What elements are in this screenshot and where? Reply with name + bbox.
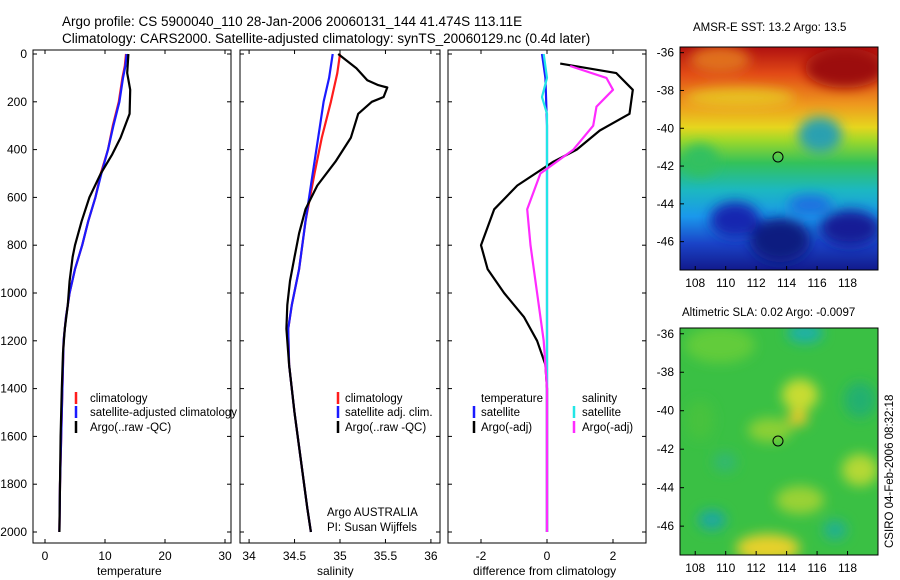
salinity-panel-frame: [239, 49, 441, 544]
salinity-xlabel: salinity: [317, 564, 354, 578]
depth-tick-label: 600: [7, 190, 27, 204]
series-line-argo-raw-qc-: [285, 53, 389, 533]
map-y-tick-label: -40: [657, 121, 675, 135]
depth-tick-label: 1200: [0, 334, 27, 348]
map-y-tick-label: -38: [657, 365, 675, 379]
map-y-tick-label: -44: [657, 481, 675, 495]
depth-axis: 0 200 400 600 800 1000 1200 1400 1600 1800 2000: [0, 47, 27, 539]
x-tick-label: 10: [98, 549, 112, 563]
series-line-argo-raw-qc-: [58, 53, 132, 533]
depth-tick-label: 200: [7, 95, 27, 109]
map-y-tick-label: -38: [657, 83, 675, 97]
legend-climatology: climatology: [345, 393, 403, 405]
credit-line2: PI: Susan Wijffels: [327, 522, 417, 534]
depth-tick-label: 800: [7, 238, 27, 252]
map-y-tick-label: -36: [657, 327, 675, 341]
map-y-tick-label: -42: [657, 442, 675, 456]
salinity-legend: climatology satellite adj. clim. Argo(..…: [327, 392, 433, 534]
side-timestamp-label: CSIRO 04-Feb-2006 08:32:18: [884, 395, 896, 548]
sst-map-frame: [679, 46, 879, 271]
figure-title-line2: Climatology: CARS2000. Satellite-adjuste…: [62, 31, 590, 46]
depth-tick-label: 1600: [0, 429, 27, 443]
legend-sal-argo: Argo(-adj): [582, 422, 633, 434]
depth-tick-label: 0: [20, 47, 27, 61]
legend-temp-satellite: satellite: [481, 407, 520, 419]
map-y-tick-label: -36: [657, 46, 675, 60]
legend-salinity-header: salinity: [582, 393, 617, 405]
x-tick-label: 34.5: [283, 549, 307, 563]
x-tick-label: 0: [544, 549, 551, 563]
sst-heatmap: [680, 47, 878, 270]
series-line-temperature-argo-adj-: [479, 62, 634, 532]
temperature-series: [58, 53, 132, 533]
legend-satellite-adjusted: satellite-adjusted climatology: [90, 407, 237, 419]
sla-map-frame: [679, 327, 879, 556]
x-tick-label: 0: [42, 549, 49, 563]
map-x-tick-label: 118: [838, 561, 857, 575]
map-y-tick-label: -40: [657, 404, 675, 418]
x-tick-label: 36: [424, 549, 438, 563]
series-line-salinity-argo-adj-: [526, 64, 615, 532]
series-line-satellite-adj-clim-: [287, 53, 334, 533]
temperature-legend: climatology satellite-adjusted climatolo…: [74, 392, 237, 434]
x-tick-label: 35.5: [374, 549, 398, 563]
legend-climatology: climatology: [90, 393, 148, 405]
legend-satellite-adj: satellite adj. clim.: [345, 407, 433, 419]
x-tick-label: 2: [610, 549, 617, 563]
sla-argo-marker: [772, 435, 784, 447]
temperature-xlabel: temperature: [97, 564, 162, 578]
depth-tick-label: 1400: [0, 382, 27, 396]
map-x-tick-label: 116: [808, 276, 827, 290]
map-y-tick-label: -42: [657, 159, 675, 173]
sla-heatmap: [680, 328, 878, 555]
difference-series: [479, 53, 634, 532]
legend-sal-satellite: satellite: [582, 407, 621, 419]
map-x-tick-label: 110: [716, 276, 735, 290]
temperature-x-axis: 0 10 20 30: [42, 50, 232, 563]
sst-argo-marker: [772, 151, 784, 163]
map-x-tick-label: 110: [716, 561, 735, 575]
map-y-tick-label: -44: [657, 197, 675, 211]
map-x-tick-label: 112: [747, 561, 766, 575]
depth-tick-label: 400: [7, 143, 27, 157]
map-x-tick-label: 112: [747, 276, 766, 290]
legend-temp-argo: Argo(-adj): [481, 422, 532, 434]
sla-map-axes: 108 110 112 114 116 118 -36 -38 -40 -42 -44 -46: [657, 327, 858, 575]
difference-x-axis: -2 0 2: [476, 50, 617, 563]
x-tick-label: 34: [242, 549, 256, 563]
x-tick-label: -2: [476, 549, 487, 563]
sst-map-axes: 108 110 112 114 116 118 -36 -38 -40 -42 -44 -46: [657, 46, 858, 290]
legend-temperature-header: temperature: [481, 393, 543, 405]
x-tick-label: 30: [218, 549, 232, 563]
credit-line1: Argo AUSTRALIA: [327, 507, 418, 519]
map-y-tick-label: -46: [657, 519, 675, 533]
sla-map-title: Altimetric SLA: 0.02 Argo: -0.0097: [682, 307, 855, 319]
sst-map-title: AMSR-E SST: 13.2 Argo: 13.5: [693, 22, 846, 34]
map-x-tick-label: 118: [838, 276, 857, 290]
figure-title-line1: Argo profile: CS 5900040_110 28-Jan-2006…: [62, 14, 522, 29]
depth-tick-label: 1000: [0, 286, 27, 300]
legend-argo-raw: Argo(..raw -QC): [90, 422, 171, 434]
salinity-series: [285, 53, 389, 533]
map-x-tick-label: 114: [777, 561, 796, 575]
map-x-tick-label: 108: [685, 561, 705, 575]
temperature-panel-frame: [32, 49, 232, 544]
x-tick-label: 20: [158, 549, 172, 563]
difference-xlabel: difference from climatology: [473, 564, 616, 578]
map-x-tick-label: 114: [777, 276, 796, 290]
depth-ticks-inner: [33, 53, 646, 533]
series-line-climatology: [287, 53, 342, 533]
map-x-tick-label: 116: [808, 561, 827, 575]
salinity-x-axis: 34 34.5 35 35.5 36: [242, 50, 438, 563]
x-tick-label: 35: [333, 549, 347, 563]
difference-legend: temperature satellite Argo(-adj) salinit…: [472, 393, 633, 434]
depth-tick-label: 2000: [0, 525, 27, 539]
legend-argo-raw: Argo(..raw -QC): [345, 422, 426, 434]
map-x-tick-label: 108: [685, 276, 705, 290]
map-y-tick-label: -46: [657, 235, 675, 249]
depth-tick-label: 1800: [0, 477, 27, 491]
